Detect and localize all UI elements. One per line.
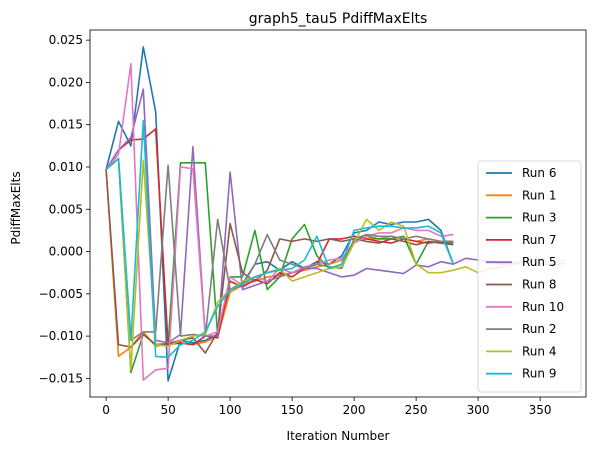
legend-label: Run 9	[522, 367, 556, 381]
legend-label: Run 3	[522, 211, 556, 225]
x-tick-label: 200	[343, 403, 366, 417]
legend-label: Run 7	[522, 233, 556, 247]
x-axis: 0 50 100 150 200 250 300 350	[102, 397, 552, 417]
series-line-6	[105, 169, 454, 354]
y-tick-label: 0.020	[49, 75, 83, 89]
legend-label: Run 5	[522, 255, 556, 269]
y-tick-label: 0.005	[49, 202, 83, 216]
legend: Run 6 Run 1 Run 3 Run 7 Run 5 Run 8 Run 10 Run …	[477, 160, 582, 393]
legend-label: Run 6	[522, 166, 556, 180]
y-tick-label: 0.025	[49, 33, 83, 47]
series-line-2	[105, 169, 454, 358]
x-tick-label: 0	[102, 403, 110, 417]
legend-box	[477, 160, 582, 393]
x-tick-label: 150	[281, 403, 304, 417]
legend-label: Run 2	[522, 322, 556, 336]
y-axis-label: PdiffMaxElts	[9, 171, 23, 244]
series-line-1	[105, 46, 455, 382]
legend-label: Run 1	[522, 188, 556, 202]
y-tick-label: 0.010	[49, 160, 83, 174]
plot-frame	[89, 29, 587, 398]
y-tick-label: −0.005	[39, 287, 83, 301]
legend-label: Run 4	[522, 344, 556, 358]
series-line-8	[105, 157, 454, 342]
y-tick-label: 0.000	[49, 245, 83, 259]
x-axis-label: Iteration Number	[287, 429, 390, 443]
x-tick-label: 350	[529, 403, 552, 417]
legend-label: Run 10	[522, 300, 564, 314]
chart-title: graph5_tau5 PdiffMaxElts	[249, 11, 428, 27]
y-tick-label: −0.010	[39, 329, 83, 343]
series-line-10	[105, 119, 455, 359]
y-axis: −0.015 −0.010 −0.005 0.000 0.005 0.010 0.015 0.…	[39, 33, 90, 385]
x-tick-label: 50	[160, 403, 175, 417]
y-tick-label: −0.015	[39, 371, 83, 385]
series-line-4	[105, 128, 454, 346]
x-tick-label: 250	[405, 403, 428, 417]
legend-label: Run 8	[522, 278, 556, 292]
x-tick-label: 100	[219, 403, 242, 417]
series-layer	[105, 46, 566, 382]
x-tick-label: 300	[467, 403, 490, 417]
y-tick-label: 0.015	[49, 118, 83, 132]
